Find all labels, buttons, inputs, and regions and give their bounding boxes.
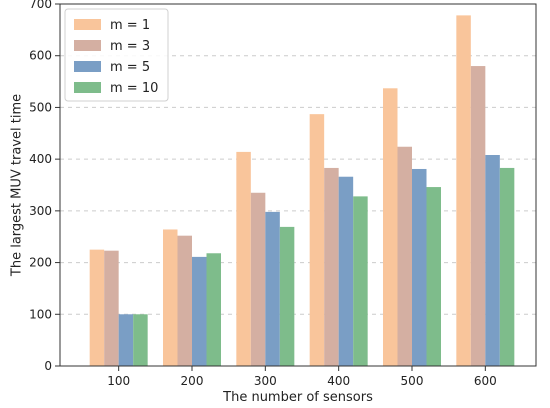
y-tick-label: 100: [29, 307, 52, 321]
bar-m3-300: [250, 192, 266, 366]
bar-m1-600: [456, 15, 471, 367]
bar-m5-500: [412, 168, 427, 366]
legend-label: m = 5: [110, 60, 150, 75]
bar-m1-300: [236, 151, 251, 366]
bar-m10-100: [133, 314, 148, 366]
bar-m3-400: [324, 167, 339, 366]
bar-m5-300: [265, 211, 280, 366]
plot-area-frame: [59, 3, 537, 367]
y-tick-label: 300: [29, 204, 52, 218]
x-tick-label: 600: [474, 374, 497, 388]
x-tick-label: 300: [254, 374, 277, 388]
legend-box: [64, 8, 169, 102]
y-tick-label: 500: [29, 100, 52, 114]
x-tick-label: 500: [401, 374, 424, 388]
legend: m = 1 m = 3 m = 5 m = 10: [64, 8, 169, 102]
bar-m10-500: [426, 187, 441, 366]
y-tick-label: 0: [44, 359, 52, 373]
bar-m3-500: [397, 146, 412, 366]
bar-m1-100: [89, 249, 105, 366]
legend-label: m = 1: [110, 18, 150, 33]
legend-label: m = 3: [110, 39, 150, 54]
legend-swatch: [74, 19, 101, 30]
bar-m10-400: [353, 196, 368, 366]
y-tick-label: 200: [29, 256, 52, 270]
bar-m5-100: [118, 314, 134, 366]
bar-m1-400: [309, 114, 325, 366]
y-tick-label: 600: [29, 49, 52, 63]
bar-m1-200: [163, 229, 178, 366]
bar-m10-200: [206, 253, 221, 366]
legend-label: m = 10: [110, 81, 158, 96]
x-tick-label: 100: [107, 374, 130, 388]
legend-swatch: [74, 82, 101, 93]
x-tick-label: 200: [181, 374, 204, 388]
bar-m3-200: [177, 235, 192, 366]
bar-m5-400: [338, 176, 354, 366]
bar-m3-100: [104, 250, 119, 366]
y-axis-label: The largest MUV travel time: [10, 94, 25, 277]
legend-swatch: [74, 61, 101, 72]
legend-swatch: [74, 40, 101, 51]
bar-m10-300: [279, 226, 295, 366]
x-axis-ticks: 100 200 300 400 500 600: [107, 366, 497, 388]
bar-m5-200: [192, 256, 207, 366]
bars: [89, 15, 515, 367]
y-tick-label: 400: [29, 152, 52, 166]
bar-m5-600: [485, 155, 500, 366]
bar-m1-500: [383, 88, 398, 367]
x-axis-label: The number of sensors: [222, 390, 373, 405]
y-axis-ticks: 0 100 200 300 400 500 600 700: [29, 0, 60, 373]
y-tick-label: 700: [29, 0, 52, 11]
bar-m10-600: [499, 167, 515, 366]
bar-m3-600: [470, 66, 486, 367]
x-tick-label: 400: [327, 374, 350, 388]
